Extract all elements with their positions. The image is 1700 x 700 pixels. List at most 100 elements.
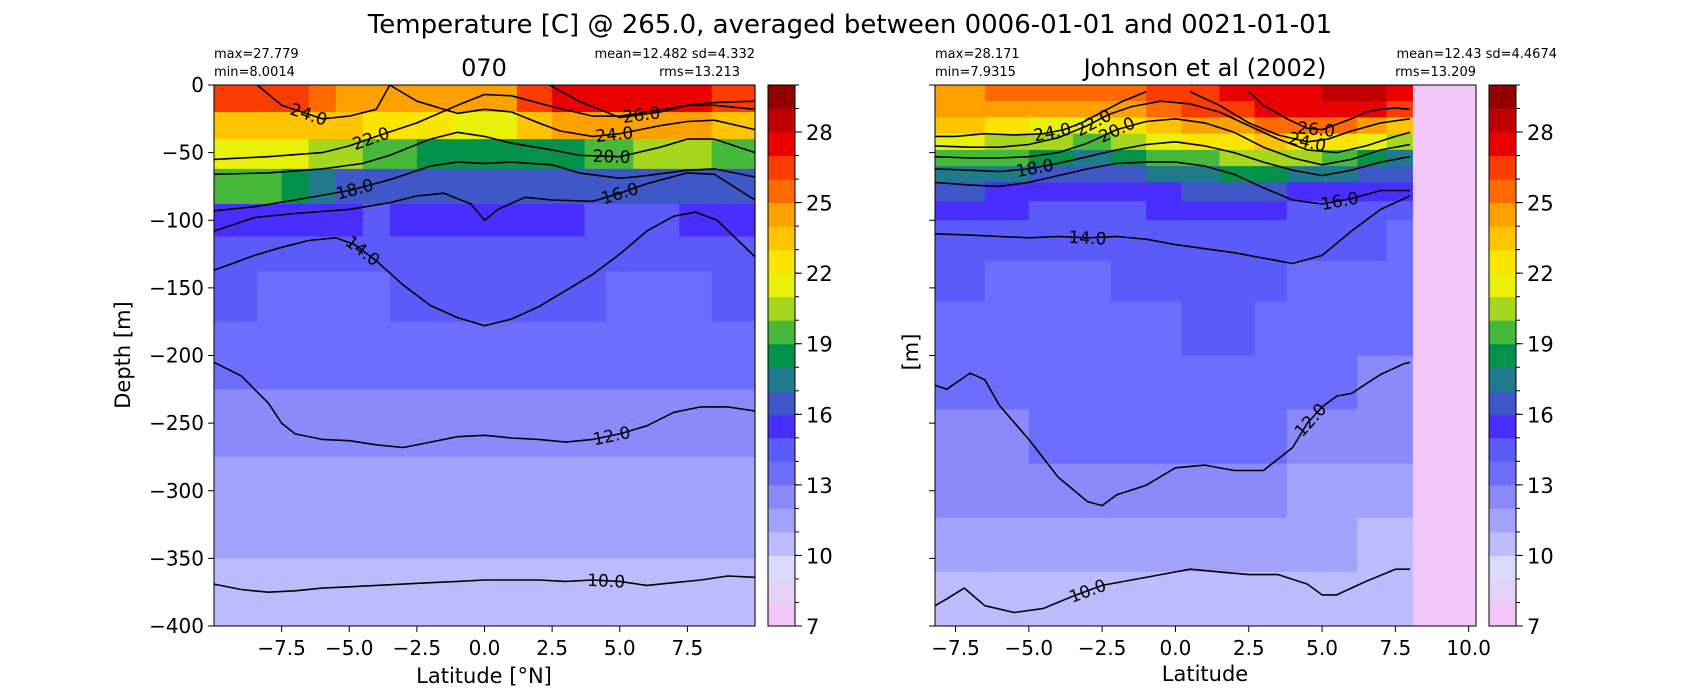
right-heatmap-cell — [1181, 301, 1221, 357]
right-heatmap-cell — [1219, 463, 1256, 519]
right-heatmap-cell — [1181, 133, 1221, 151]
left-heatmap-cell — [711, 112, 756, 140]
right-colorbar-tick-label: 16 — [1527, 403, 1554, 427]
right-heatmap-cell — [1254, 166, 1288, 183]
right-heatmap-cell — [1254, 355, 1288, 411]
left-heatmap-cell — [281, 389, 310, 458]
left-heatmap-cell — [257, 236, 283, 273]
left-heatmap-cell — [660, 271, 680, 323]
right-heatmap-cell — [1028, 355, 1074, 411]
right-heatmap-cell — [1286, 101, 1323, 119]
right-heatmap-cell — [1181, 517, 1221, 573]
left-heatmap-cell — [335, 321, 364, 390]
left-contour-label: 20.0 — [592, 147, 631, 168]
left-heatmap-cell — [389, 271, 418, 323]
right-contour-line — [934, 568, 1410, 614]
left-heatmap-cell — [452, 112, 518, 140]
left-heatmap-cell — [606, 271, 634, 323]
left-heatmap-cell — [606, 389, 634, 458]
right-heatmap-cell — [935, 117, 986, 135]
left-heatmap-cell — [281, 558, 310, 627]
right-x-axis: −7.5 −5.0 −2.5 0.0 2.5 5.0 7.5 10.0 — [931, 626, 1491, 660]
left-heatmap-cell — [308, 139, 337, 170]
right-colorbar-swatch — [1489, 414, 1516, 439]
left-heatmap-cell — [584, 204, 607, 238]
right-colorbar-swatch — [1489, 108, 1516, 133]
right-heatmap-cell — [1254, 117, 1288, 135]
left-heatmap-cell — [711, 204, 756, 238]
right-colorbar-swatch — [1489, 273, 1516, 298]
right-heatmap-cell — [1110, 260, 1147, 302]
right-y-axis-label: [m] — [899, 334, 923, 371]
left-heatmap-cell — [362, 139, 391, 170]
left-heatmap-cell — [389, 236, 418, 273]
left-contours: 24.022.026.024.020.018.0 16.014.012.010.0 — [213, 84, 756, 594]
left-heatmap-cell — [711, 236, 756, 273]
left-heatmap-cell — [552, 236, 586, 273]
left-heatmap-cell — [633, 236, 661, 273]
right-colorbar-swatch — [1489, 132, 1516, 157]
right-heatmap-cell — [1219, 409, 1256, 465]
left-heatmap-cell — [362, 456, 391, 559]
right-heatmap-cell — [935, 85, 986, 102]
left-heatmap-cell — [281, 321, 310, 390]
right-colorbar-swatch — [1489, 320, 1516, 345]
right-heatmap-cell — [1357, 85, 1388, 102]
left-y-tick-label: −100 — [149, 208, 204, 232]
left-colorbar-swatch — [768, 202, 795, 227]
left-colorbar-tick-label: 16 — [806, 403, 833, 427]
right-heatmap-cell — [1110, 517, 1147, 573]
right-heatmap-cell — [1146, 301, 1182, 357]
right-heatmap-cell — [1357, 101, 1388, 119]
right-heatmap-cell — [935, 301, 986, 357]
left-heatmap-cell — [584, 456, 607, 559]
left-heatmap-cell — [257, 85, 283, 113]
left-heatmap-cell — [660, 168, 680, 205]
left-heatmap-cell — [711, 389, 756, 458]
left-contour-label: 24.0 — [595, 123, 635, 147]
left-heatmap-cell — [362, 204, 391, 238]
right-contour-line — [934, 161, 1410, 205]
left-heatmap-cell — [552, 168, 586, 205]
left-heatmap-cell — [452, 389, 518, 458]
left-heatmap-cell — [606, 558, 634, 627]
left-colorbar-swatch — [768, 578, 795, 603]
left-colorbar-swatch — [768, 508, 795, 533]
right-heatmap-cell — [1028, 133, 1074, 151]
right-colorbar-tick-label: 22 — [1527, 262, 1554, 286]
right-heatmap-cell — [1110, 220, 1147, 262]
left-heatmap-cell — [257, 321, 283, 390]
right-heatmap-cell — [1219, 166, 1256, 183]
left-colorbar-swatch — [768, 296, 795, 321]
left-heatmap-cell — [660, 558, 680, 627]
left-heatmap-cell — [257, 112, 283, 140]
left-colorbar-swatch — [768, 390, 795, 415]
right-contours: 26.024.0 24.022.020.018.016.014.012.010.0 — [934, 91, 1411, 614]
right-heatmap-cell — [984, 101, 1030, 119]
left-heatmap-cell — [679, 85, 713, 113]
left-contour-label-group: 24.0 — [595, 123, 635, 147]
left-colorbar-swatch — [768, 273, 795, 298]
left-heatmap-cell — [584, 112, 607, 140]
left-heatmap-cell — [606, 321, 634, 390]
right-stat-min: min=7.9315 — [935, 65, 1016, 80]
left-colorbar-swatch — [768, 108, 795, 133]
left-heatmap-cell — [389, 558, 418, 627]
right-heatmap-cell — [1254, 301, 1288, 357]
right-heatmap-cell — [984, 301, 1030, 357]
right-heatmap-cell — [1072, 409, 1112, 465]
right-stat-rms: rms=13.209 — [1395, 65, 1476, 80]
left-heatmap-cell — [362, 321, 391, 390]
left-heatmap-cell — [335, 389, 364, 458]
left-heatmap-cell — [362, 389, 391, 458]
left-y-tick-label: −50 — [162, 141, 204, 165]
right-heatmap-cell — [1357, 409, 1388, 465]
right-heatmap-cell — [1028, 517, 1074, 573]
right-masked-region — [1412, 85, 1476, 626]
right-heatmap-cell — [1110, 409, 1147, 465]
left-colorbar-swatch — [768, 132, 795, 157]
right-colorbar-swatch — [1489, 437, 1516, 462]
left-heatmap-cell — [516, 456, 553, 559]
left-contour-label-group: 10.0 — [587, 571, 626, 593]
left-colorbar-swatch — [768, 226, 795, 251]
